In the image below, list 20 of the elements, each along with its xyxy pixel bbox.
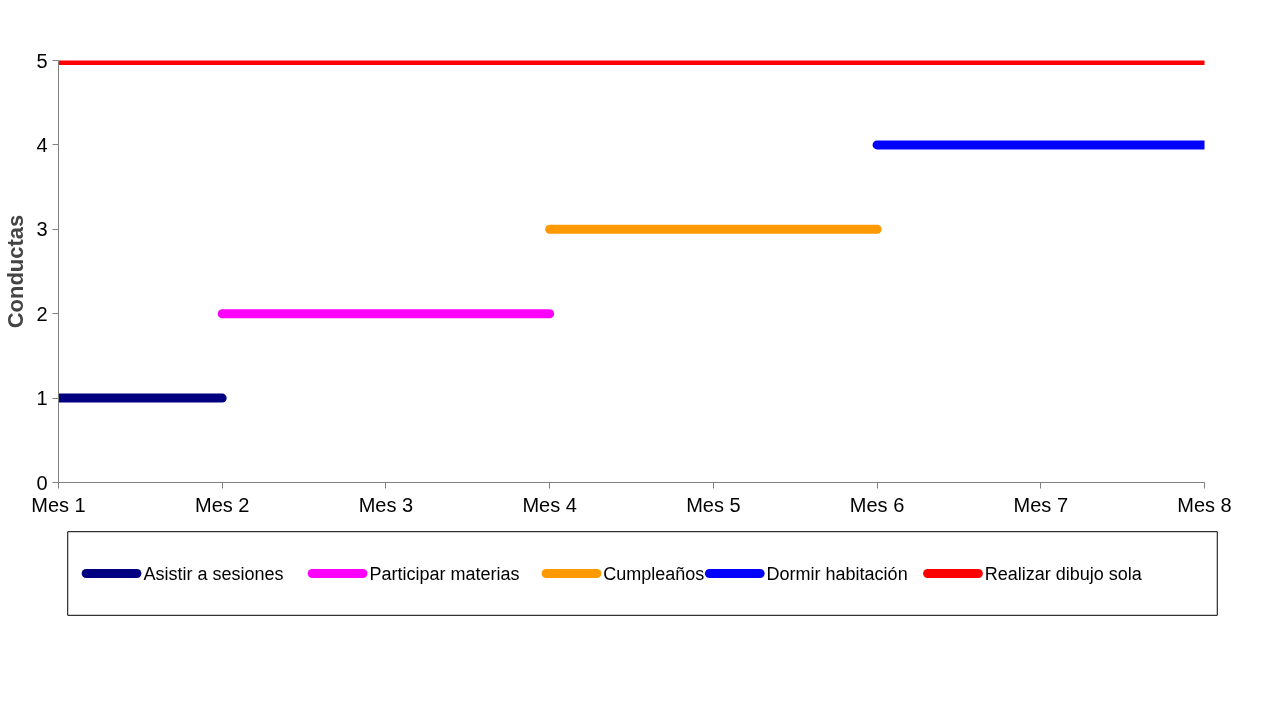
y-tick-label: 4 — [36, 133, 48, 156]
x-tick-label: Mes 8 — [1177, 493, 1232, 516]
x-tick-label: Mes 5 — [686, 493, 741, 516]
x-tick-label: Mes 3 — [358, 493, 414, 516]
y-tick-label: 1 — [36, 387, 48, 410]
y-tick-label: 0 — [36, 471, 48, 494]
y-tick-label: 2 — [36, 302, 48, 325]
legend-label: Cumpleaños — [603, 563, 705, 584]
legend-label: Realizar dibujo sola — [984, 563, 1143, 584]
legend-label: Participar materias — [369, 563, 520, 584]
legend-label: Dormir habitación — [766, 563, 908, 584]
x-tick-label: Mes 6 — [849, 493, 905, 516]
x-tick-label: Mes 7 — [1013, 493, 1069, 516]
y-axis-title: Conductas — [3, 214, 29, 329]
legend-label: Asistir a sesiones — [143, 563, 284, 584]
x-tick-label: Mes 2 — [194, 493, 250, 516]
y-tick-label: 5 — [36, 49, 48, 72]
x-tick-label: Mes 4 — [522, 493, 577, 516]
x-tick-label: Mes 1 — [31, 493, 86, 516]
y-tick-label: 3 — [36, 218, 48, 241]
